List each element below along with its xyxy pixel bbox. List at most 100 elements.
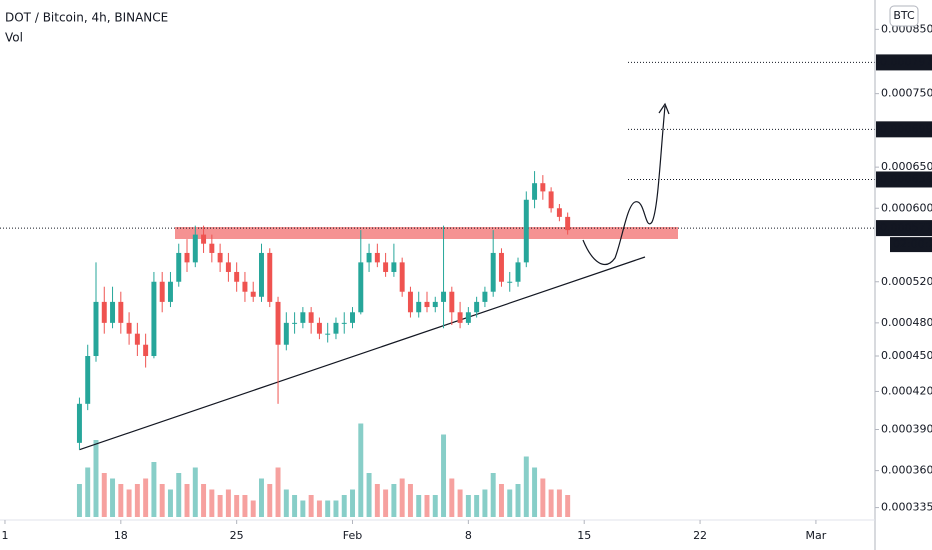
candle-body xyxy=(316,322,322,334)
volume-bar xyxy=(325,500,331,517)
candle-body xyxy=(350,312,355,323)
candle-body xyxy=(76,403,82,443)
volume-bar xyxy=(159,484,165,517)
candle-body xyxy=(110,301,116,323)
x-tick-label: 8 xyxy=(465,529,472,542)
volume-bar xyxy=(184,484,190,517)
candle-body xyxy=(325,333,331,335)
volume-bar xyxy=(424,495,430,517)
volume-bar xyxy=(93,440,99,517)
volume-bar xyxy=(151,462,157,517)
volume-bar xyxy=(201,484,207,517)
volume-bar xyxy=(565,495,571,517)
candle-body xyxy=(201,234,207,244)
volume-bar xyxy=(507,489,513,517)
volume-bar xyxy=(267,484,273,517)
volume-bar xyxy=(192,467,198,517)
volume-bar xyxy=(134,484,140,517)
volume-bar xyxy=(482,489,488,517)
volume-bar xyxy=(259,478,264,517)
volume-bar xyxy=(275,467,281,517)
y-tick-label: 0.00045000 xyxy=(881,349,932,362)
candle-body xyxy=(126,322,132,334)
resistance-zone xyxy=(175,227,678,239)
volume-bar xyxy=(523,456,529,517)
x-tick-label: Mar xyxy=(806,529,827,542)
candle-body xyxy=(515,262,521,282)
volume-bar xyxy=(474,495,480,517)
candle-body xyxy=(474,301,480,313)
candle-body xyxy=(540,183,546,192)
x-tick-label: 15 xyxy=(577,529,591,542)
volume-bar xyxy=(300,500,306,517)
price-label: 0.00069964 xyxy=(880,122,932,135)
volume-bar xyxy=(540,478,546,517)
projection-path xyxy=(582,105,666,265)
volume-bar xyxy=(457,489,463,517)
candle-body xyxy=(225,262,231,272)
candle-body xyxy=(449,291,455,313)
candle-body xyxy=(383,262,389,272)
candle-body xyxy=(366,252,372,263)
volume-bar xyxy=(556,489,562,517)
candle-body xyxy=(300,312,306,323)
x-tick-label: 22 xyxy=(693,529,707,542)
volume-bar xyxy=(358,423,364,517)
volume-bar xyxy=(449,478,455,517)
price-label: 0.00079703 xyxy=(880,55,932,68)
price-label-box xyxy=(876,171,932,188)
trend-line xyxy=(79,256,646,451)
y-tick-label: 0.00048000 xyxy=(881,316,932,329)
volume-bar xyxy=(76,484,82,517)
currency-badge[interactable] xyxy=(889,5,919,27)
y-tick-label: 0.00075000 xyxy=(881,87,932,100)
price-label-box xyxy=(876,121,932,138)
candle-body xyxy=(143,344,149,357)
y-tick-label: 0.00052000 xyxy=(881,275,932,288)
candle-body xyxy=(159,281,165,302)
candle-body xyxy=(391,262,397,272)
candle-body xyxy=(556,208,562,217)
candle-body xyxy=(217,252,223,263)
candle-body xyxy=(134,333,140,345)
volume-bar xyxy=(209,489,215,517)
candle-body xyxy=(242,281,248,292)
candle-body xyxy=(341,322,347,324)
candle-body xyxy=(490,252,496,292)
volume-bar xyxy=(316,500,322,517)
volume-bar xyxy=(498,484,504,517)
candle-body xyxy=(259,252,264,297)
candle-body xyxy=(548,191,554,209)
candle-body xyxy=(333,322,339,334)
candle-body xyxy=(358,262,364,313)
price-pane xyxy=(76,171,571,450)
volume-bar xyxy=(250,500,256,517)
price-label: 0.00063458 xyxy=(880,172,932,185)
candle-body xyxy=(283,322,289,345)
volume-bar xyxy=(366,473,372,517)
volume-bar xyxy=(143,478,149,517)
volume-label: Vol xyxy=(5,31,23,45)
chart-title: DOT / Bitcoin, 4h, BINANCE xyxy=(5,11,168,25)
currency: BTC xyxy=(893,9,915,22)
candle-body xyxy=(267,252,273,302)
volume-bar xyxy=(441,434,447,517)
candle-body xyxy=(507,281,513,283)
volume-bar xyxy=(126,489,132,517)
volume-bar xyxy=(350,489,355,517)
candle-body xyxy=(151,281,157,357)
x-tick-label: 18 xyxy=(114,529,128,542)
candle-body xyxy=(118,301,124,323)
price-label-box xyxy=(876,54,932,71)
volume-bar xyxy=(416,495,422,517)
candle-body xyxy=(292,322,298,324)
candle-body xyxy=(209,243,215,253)
candle-body xyxy=(308,312,314,323)
candle-body xyxy=(498,252,504,282)
candle-body xyxy=(532,183,538,200)
volume-bar xyxy=(234,495,240,517)
y-tick-label: 0.00060000 xyxy=(881,201,932,214)
candle-body xyxy=(250,291,256,297)
countdown: 02:00:21 xyxy=(893,238,932,251)
